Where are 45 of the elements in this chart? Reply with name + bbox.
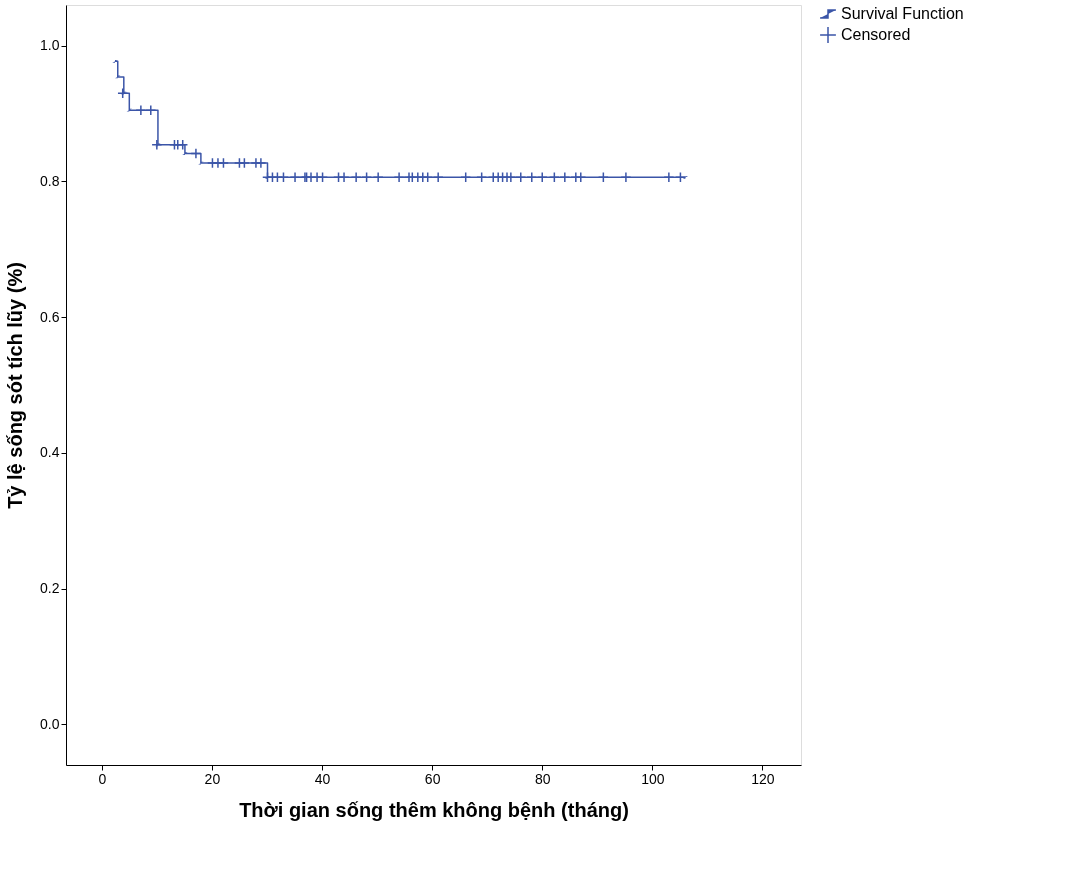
point xyxy=(526,171,538,183)
point xyxy=(548,171,560,183)
x-tick-label: 80 xyxy=(534,770,551,787)
point xyxy=(674,171,686,183)
point xyxy=(361,171,373,183)
y-tick-label: 1.0 xyxy=(40,37,60,54)
point xyxy=(151,139,163,151)
point xyxy=(190,148,202,160)
x-tick-label: 20 xyxy=(204,770,221,787)
point xyxy=(476,171,488,183)
point xyxy=(338,171,350,183)
y-axis-title: Tỷ lệ sống sót tích lũy (%) xyxy=(4,262,27,509)
point xyxy=(350,171,362,183)
y-tick-label: 0.2 xyxy=(40,580,60,597)
point xyxy=(372,171,384,183)
x-axis-title: Thời gian sống thêm không bệnh (tháng) xyxy=(239,798,629,821)
point xyxy=(575,171,587,183)
point xyxy=(663,171,675,183)
x-tick-label: 40 xyxy=(314,770,331,787)
point xyxy=(460,171,472,183)
point xyxy=(277,171,289,183)
point xyxy=(135,104,147,116)
point xyxy=(117,87,129,99)
point xyxy=(597,171,609,183)
point xyxy=(393,171,405,183)
legend-label: Censored xyxy=(841,26,911,43)
y-tick-label: 0.0 xyxy=(40,715,60,732)
x-tick-label: 100 xyxy=(641,770,665,787)
x-tick-label: 0 xyxy=(98,770,107,787)
y-tick-label: 0.6 xyxy=(40,308,60,325)
point xyxy=(177,139,189,151)
point xyxy=(515,171,527,183)
y-tick-label: 0.4 xyxy=(40,444,60,461)
x-tick-label: 120 xyxy=(751,770,775,787)
point xyxy=(559,171,571,183)
point xyxy=(289,171,301,183)
point xyxy=(536,171,548,183)
point xyxy=(620,171,632,183)
point xyxy=(317,171,329,183)
point xyxy=(145,104,157,116)
x-tick-label: 60 xyxy=(424,770,441,787)
y-tick-label: 0.8 xyxy=(40,172,60,189)
point xyxy=(422,171,434,183)
point xyxy=(432,171,444,183)
legend-label: Survival Function xyxy=(841,5,964,22)
